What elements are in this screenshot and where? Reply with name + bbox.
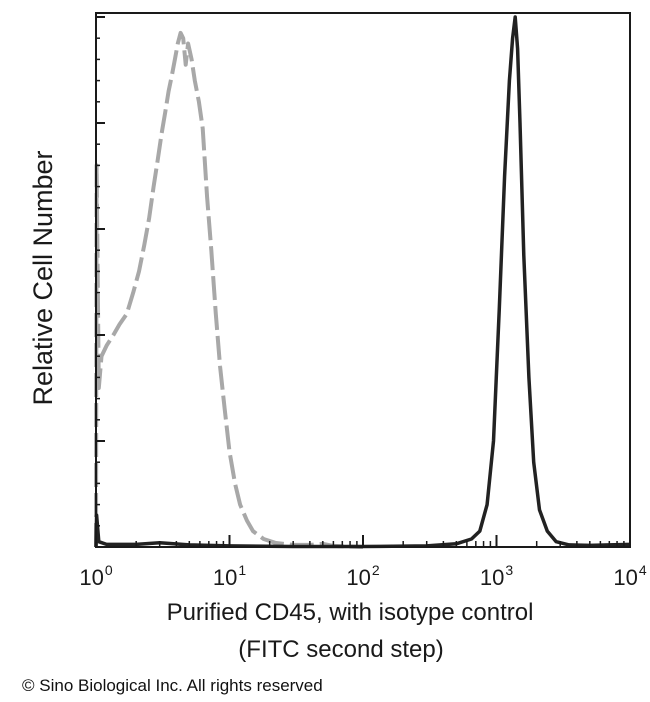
x-axis-subtitle: (FITC second step) bbox=[238, 636, 443, 663]
x-tick-label-2: 102 bbox=[346, 562, 379, 590]
series-line-2 bbox=[94, 15, 631, 549]
series-line-1 bbox=[94, 30, 364, 549]
series-layer bbox=[94, 15, 631, 549]
x-tick-label-0: 100 bbox=[79, 562, 112, 590]
x-tick-label-1: 101 bbox=[213, 562, 246, 590]
plot-frame bbox=[95, 12, 631, 548]
x-axis-title: Purified CD45, with isotype control bbox=[167, 599, 534, 626]
axes-layer bbox=[95, 12, 631, 548]
labels-layer: 100 101 102 103 104 Purified CD45, with isoty… bbox=[28, 150, 647, 663]
y-axis-title: Relative Cell Number bbox=[28, 150, 58, 405]
x-tick-label-4: 104 bbox=[613, 562, 646, 590]
x-tick-label-3: 103 bbox=[480, 562, 513, 590]
copyright-text: © Sino Biological Inc. All rights reserv… bbox=[22, 676, 323, 695]
